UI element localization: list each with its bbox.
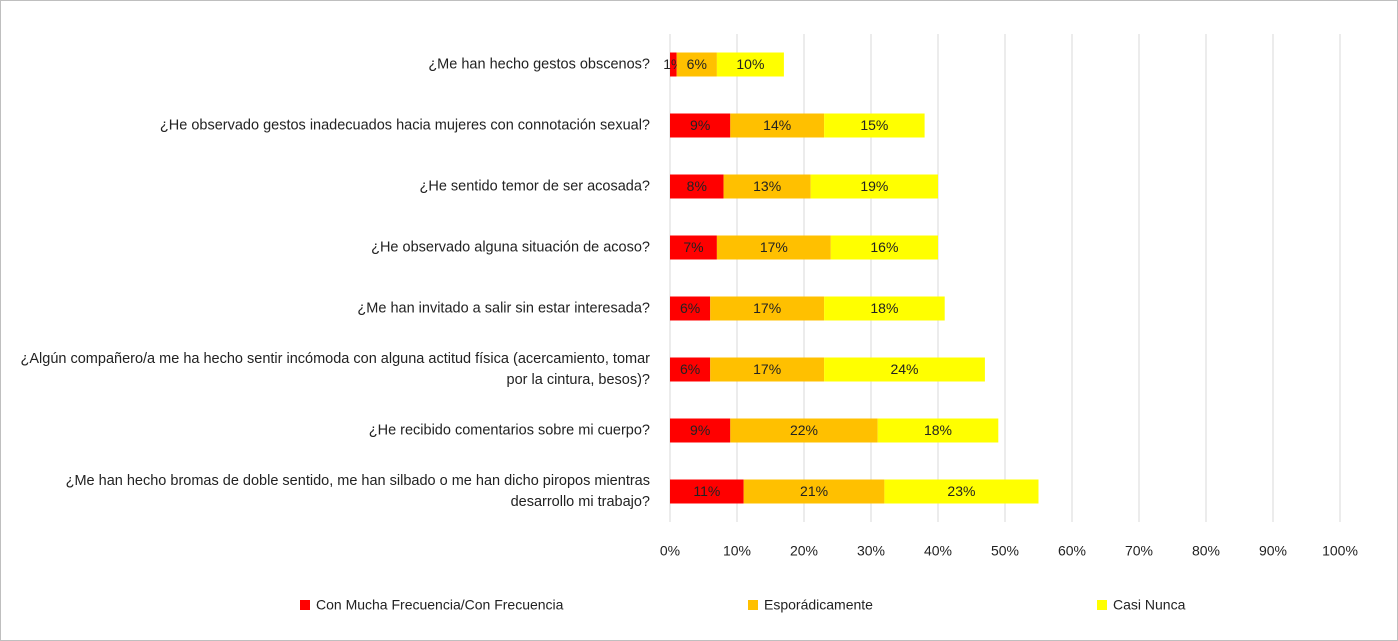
bar-segment (670, 174, 724, 199)
x-tick-label: 60% (1058, 543, 1086, 559)
legend-swatch (748, 600, 758, 610)
legend-label: Con Mucha Frecuencia/Con Frecuencia (316, 597, 564, 613)
data-label: 22% (790, 422, 818, 438)
data-label: 14% (763, 117, 791, 133)
x-tick-label: 20% (790, 543, 818, 559)
data-label: 16% (870, 239, 898, 255)
data-label: 18% (870, 300, 898, 316)
bar-segment (824, 357, 985, 382)
x-tick-label: 80% (1192, 543, 1220, 559)
bar-segment (710, 357, 825, 382)
bar-segment (723, 174, 811, 199)
data-label: 9% (690, 422, 710, 438)
data-label: 6% (687, 56, 707, 72)
category-label: ¿He observado gestos inadecuados hacia m… (159, 117, 650, 133)
category-label: ¿He observado alguna situación de acoso? (371, 239, 650, 255)
x-tick-label: 40% (924, 543, 952, 559)
bar-segment (670, 418, 731, 443)
x-tick-label: 100% (1322, 543, 1358, 559)
bar-segment (716, 235, 831, 260)
data-label: 13% (753, 178, 781, 194)
bar-segment (670, 357, 711, 382)
bar-segment (670, 296, 711, 321)
category-label: ¿He sentido temor de ser acosada? (419, 178, 650, 194)
bar-segment (676, 52, 717, 77)
bar-segment (670, 235, 717, 260)
bar-segment (877, 418, 999, 443)
bar-segment (884, 479, 1039, 504)
bar-segment (824, 113, 925, 138)
x-tick-label: 50% (991, 543, 1019, 559)
data-label: 11% (693, 483, 720, 499)
data-label: 23% (947, 483, 975, 499)
bar-segment (730, 113, 825, 138)
data-label: 21% (800, 483, 828, 499)
legend-swatch (300, 600, 310, 610)
bar-segment (810, 174, 938, 199)
data-label: 8% (687, 178, 707, 194)
data-label: 19% (860, 178, 888, 194)
data-label: 7% (683, 239, 703, 255)
bar-segment (730, 418, 878, 443)
category-label: ¿Me han hecho gestos obscenos? (428, 56, 650, 72)
bar-segment (830, 235, 938, 260)
data-label: 15% (860, 117, 888, 133)
legend-swatch (1097, 600, 1107, 610)
data-label: 9% (690, 117, 710, 133)
data-label: 10% (736, 56, 764, 72)
legend-label: Casi Nunca (1113, 597, 1186, 613)
category-label: ¿He recibido comentarios sobre mi cuerpo… (368, 422, 650, 438)
bar-segment (716, 52, 784, 77)
bar-segment (743, 479, 885, 504)
category-label: ¿Me han invitado a salir sin estar inter… (357, 300, 650, 316)
data-label: 17% (753, 300, 781, 316)
data-label: 18% (924, 422, 952, 438)
x-tick-label: 10% (723, 543, 751, 559)
category-label: ¿Algún compañero/a me ha hecho sentir in… (20, 350, 650, 388)
data-label: 17% (760, 239, 788, 255)
data-label: 24% (890, 361, 918, 377)
bar-segment (710, 296, 825, 321)
bar-segment (670, 52, 677, 77)
legend-label: Esporádicamente (764, 597, 873, 613)
x-tick-label: 30% (857, 543, 885, 559)
x-tick-label: 70% (1125, 543, 1153, 559)
x-tick-label: 0% (660, 543, 680, 559)
data-label: 6% (680, 300, 700, 316)
data-label: 17% (753, 361, 781, 377)
data-label: 6% (680, 361, 700, 377)
bar-segment (670, 113, 731, 138)
bar-segment (670, 479, 744, 504)
x-tick-label: 90% (1259, 543, 1287, 559)
category-label: ¿Me han hecho bromas de doble sentido, m… (65, 472, 650, 510)
bar-segment (824, 296, 945, 321)
